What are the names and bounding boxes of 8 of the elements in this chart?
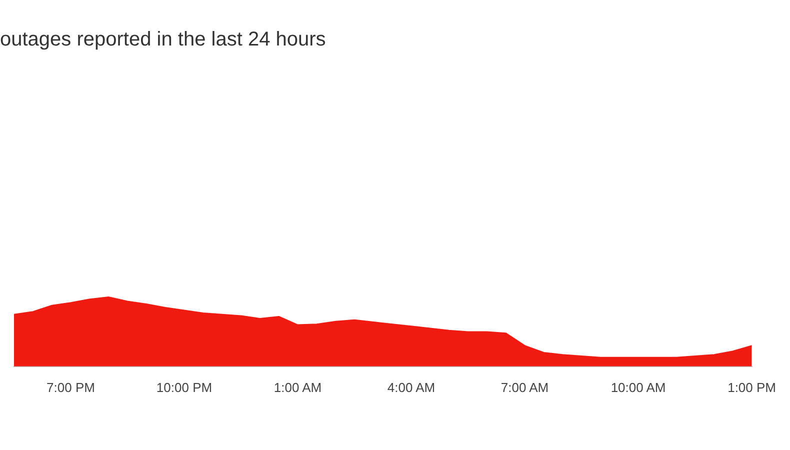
- x-tick-label: 4:00 AM: [387, 380, 436, 395]
- x-tick-label: 1:00 PM: [728, 380, 776, 395]
- chart-title: outages reported in the last 24 hours: [0, 28, 326, 51]
- x-tick-label: 10:00 PM: [156, 380, 212, 395]
- x-tick-label: 10:00 AM: [610, 380, 666, 395]
- x-tick-label: 1:00 AM: [274, 380, 322, 395]
- x-tick-label: 7:00 AM: [500, 380, 549, 395]
- x-tick-label: 7:00 PM: [46, 380, 95, 395]
